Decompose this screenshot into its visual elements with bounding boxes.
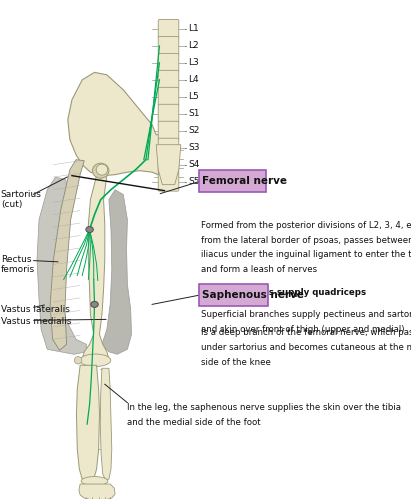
Ellipse shape — [74, 356, 82, 364]
Text: Saphenous nerve: Saphenous nerve — [202, 290, 304, 300]
Text: In the leg, the saphenous nerve supplies the skin over the tibia: In the leg, the saphenous nerve supplies… — [127, 403, 402, 412]
FancyBboxPatch shape — [199, 170, 266, 192]
Ellipse shape — [96, 164, 108, 175]
Text: iliacus under the inguinal ligament to enter the thigh: iliacus under the inguinal ligament to e… — [201, 250, 411, 259]
Polygon shape — [50, 160, 84, 350]
Ellipse shape — [91, 301, 98, 307]
FancyBboxPatch shape — [158, 172, 179, 191]
Polygon shape — [68, 72, 160, 180]
Ellipse shape — [92, 163, 109, 178]
Text: and form a leash of nerves: and form a leash of nerves — [201, 265, 317, 274]
FancyBboxPatch shape — [158, 87, 179, 106]
Text: Deep branches supply quadriceps: Deep branches supply quadriceps — [201, 288, 366, 297]
Polygon shape — [79, 484, 115, 499]
Polygon shape — [156, 145, 181, 185]
Text: S2: S2 — [188, 126, 200, 135]
FancyBboxPatch shape — [158, 19, 179, 38]
Text: S1: S1 — [188, 109, 200, 118]
Ellipse shape — [86, 227, 93, 233]
Text: L3: L3 — [188, 58, 199, 67]
Text: Formed from the posterior divisions of L2, 3, 4, emerges: Formed from the posterior divisions of L… — [201, 221, 411, 230]
Ellipse shape — [81, 477, 108, 486]
Text: Vastus lateralis: Vastus lateralis — [1, 305, 70, 314]
Text: Vastus medialis: Vastus medialis — [1, 317, 72, 326]
Text: S3: S3 — [188, 143, 200, 152]
Polygon shape — [100, 368, 112, 480]
Text: L5: L5 — [188, 92, 199, 101]
Text: Superficial branches supply pectineus and sartorius muscles: Superficial branches supply pectineus an… — [201, 310, 411, 319]
Text: S4: S4 — [188, 160, 200, 169]
Text: Sartorius
(cut): Sartorius (cut) — [1, 190, 42, 209]
Text: L1: L1 — [188, 24, 199, 33]
Text: L4: L4 — [188, 75, 199, 84]
FancyBboxPatch shape — [158, 104, 179, 123]
Polygon shape — [102, 190, 132, 354]
FancyBboxPatch shape — [199, 284, 268, 306]
Text: S5: S5 — [188, 177, 200, 186]
Polygon shape — [76, 365, 99, 480]
Text: and the medial side of the foot: and the medial side of the foot — [127, 418, 261, 427]
FancyBboxPatch shape — [158, 155, 179, 174]
Text: from the lateral border of psoas, passes between it and: from the lateral border of psoas, passes… — [201, 236, 411, 245]
FancyBboxPatch shape — [158, 138, 179, 157]
Text: Femoral nerve: Femoral nerve — [202, 176, 287, 186]
FancyBboxPatch shape — [158, 121, 179, 140]
Text: L2: L2 — [188, 41, 199, 50]
FancyBboxPatch shape — [158, 53, 179, 72]
FancyBboxPatch shape — [158, 70, 179, 89]
FancyBboxPatch shape — [158, 36, 179, 55]
Text: Rectus
femoris: Rectus femoris — [1, 255, 35, 274]
Text: Is a deep branch of the femoral nerve, which passes: Is a deep branch of the femoral nerve, w… — [201, 328, 411, 337]
Ellipse shape — [80, 354, 111, 366]
Polygon shape — [82, 176, 109, 359]
Text: and skin over front of thigh (upper and medial): and skin over front of thigh (upper and … — [201, 325, 404, 334]
Text: side of the knee: side of the knee — [201, 358, 270, 367]
Text: under sartorius and becomes cutaneous at the medial: under sartorius and becomes cutaneous at… — [201, 343, 411, 352]
Polygon shape — [37, 177, 86, 354]
